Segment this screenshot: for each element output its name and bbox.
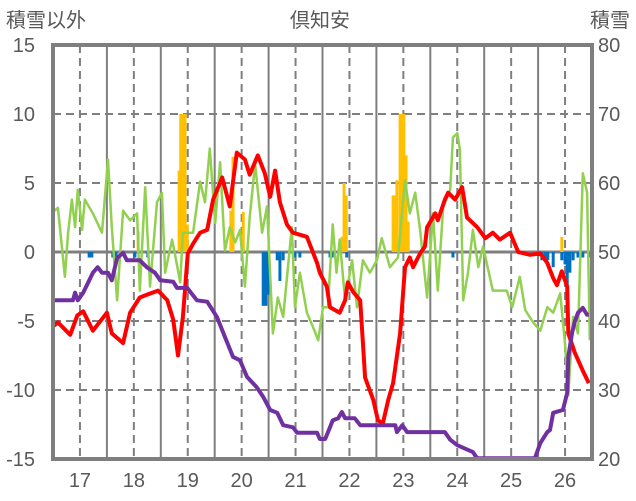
snowfall-bar [185, 224, 189, 252]
decrease-bar [345, 252, 349, 258]
decrease-bar [571, 252, 575, 261]
x-tick-label: 26 [554, 470, 576, 492]
y-left-tick-label: 15 [13, 35, 35, 57]
decrease-bar [581, 252, 585, 258]
x-tick-label: 17 [69, 470, 91, 492]
lines [51, 132, 592, 461]
y-left-tick-label: -10 [6, 380, 35, 402]
chart-title: 倶知安 [290, 8, 350, 32]
left-axis-title: 積雪以外 [6, 8, 86, 32]
snowfall-bar [231, 156, 235, 252]
x-tick-label: 18 [123, 470, 145, 492]
decrease-bar [87, 252, 91, 258]
y-left-tick-label: -5 [17, 311, 35, 333]
x-tick-label: 23 [392, 470, 414, 492]
y-right-tick-label: 20 [598, 449, 620, 471]
decrease-bar [133, 252, 137, 258]
y-left-tick-label: 5 [24, 173, 35, 195]
y-right-tick-label: 50 [598, 242, 620, 264]
decrease-bar [546, 252, 550, 261]
snowfall-bar [393, 195, 397, 252]
decrease-bar [330, 252, 334, 258]
right-axis-title: 積雪 [590, 8, 630, 32]
x-tick-label: 20 [231, 470, 253, 492]
snowfall-bar [181, 114, 185, 252]
x-tick-label: 25 [500, 470, 522, 492]
decrease-bar [563, 252, 567, 265]
snowfall-bar [183, 114, 187, 252]
purple-line-snow-depth [53, 250, 590, 461]
decrease-bar [90, 252, 94, 258]
decrease-bar [543, 252, 547, 261]
snowfall-bar [177, 170, 181, 252]
y-left-tick-label: 10 [13, 104, 35, 126]
decrease-bar [560, 252, 564, 261]
decrease-bar [114, 252, 118, 258]
decrease-bar [264, 252, 268, 306]
y-left-tick-label: 0 [24, 242, 35, 264]
decrease-bar [278, 252, 282, 281]
y-right-tick-label: 80 [598, 35, 620, 57]
plot-border [51, 43, 594, 461]
y-right-tick-label: 30 [598, 380, 620, 402]
y-right-tick-label: 40 [598, 311, 620, 333]
snowfall-bar [395, 180, 399, 252]
decrease-bar [266, 252, 270, 295]
snowfall-bar [344, 195, 348, 252]
snowfall-bar [404, 155, 408, 252]
decrease-bar [568, 252, 572, 273]
green-line [52, 132, 592, 397]
y-right-tick-label: 70 [598, 104, 620, 126]
decrease-bar [451, 252, 455, 258]
plot-frame [51, 43, 594, 461]
x-tick-label: 24 [446, 470, 468, 492]
snowfall-bar [406, 221, 410, 252]
snowfall-bar [241, 211, 245, 252]
decrease-bar [275, 252, 279, 261]
snowfall-bar [400, 114, 404, 252]
decrease-bar [298, 252, 302, 258]
decrease-bar [551, 252, 555, 268]
decrease-bar [293, 252, 297, 258]
y-right-tick-label: 60 [598, 173, 620, 195]
red-line [51, 150, 591, 426]
decrease-bar [281, 252, 285, 261]
snowfall-bar [560, 236, 564, 252]
x-tick-label: 21 [284, 470, 306, 492]
decrease-bar [261, 252, 265, 306]
snowfall-bar [398, 114, 402, 252]
snowfall-bar [391, 195, 395, 252]
x-tick-label: 22 [338, 470, 360, 492]
snowfall-bar [340, 236, 344, 252]
x-tick-label: 19 [177, 470, 199, 492]
decrease-bar [565, 252, 569, 294]
decrease-bar [576, 252, 580, 258]
snowfall-bar [342, 183, 346, 252]
y-left-tick-label: -15 [6, 449, 35, 471]
snowfall-bar [179, 114, 183, 252]
